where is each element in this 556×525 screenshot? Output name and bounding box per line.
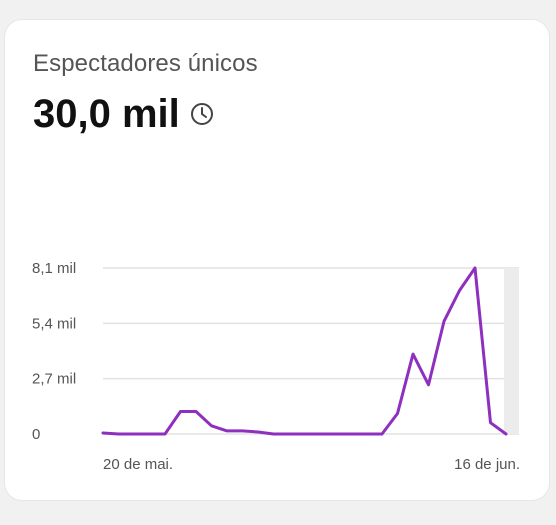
metric-row: 30,0 mil bbox=[33, 90, 214, 138]
x-tick-label: 20 de mai. bbox=[103, 456, 173, 473]
last-day-highlight bbox=[504, 268, 519, 434]
y-tick-label: 0 bbox=[32, 426, 40, 443]
y-tick-label: 8,1 mil bbox=[32, 260, 76, 277]
clock-icon[interactable] bbox=[190, 102, 214, 126]
x-tick-label: 16 de jun. bbox=[454, 456, 520, 473]
chart-highlight bbox=[504, 268, 519, 434]
chart-grid bbox=[103, 267, 519, 435]
y-tick-label: 2,7 mil bbox=[32, 371, 76, 388]
y-tick-label: 5,4 mil bbox=[32, 315, 76, 332]
metric-value: 30,0 mil bbox=[33, 92, 180, 136]
chart-x-ticks: 20 de mai. 16 de jun. bbox=[103, 456, 520, 473]
chart-series bbox=[101, 266, 508, 436]
series-line[interactable] bbox=[101, 266, 508, 436]
unique-viewers-card: Espectadores únicos 30,0 mil bbox=[4, 19, 550, 501]
chart-y-ticks: 0 2,7 mil 5,4 mil 8,1 mil bbox=[32, 260, 76, 443]
metric-label: Espectadores únicos bbox=[33, 50, 258, 77]
